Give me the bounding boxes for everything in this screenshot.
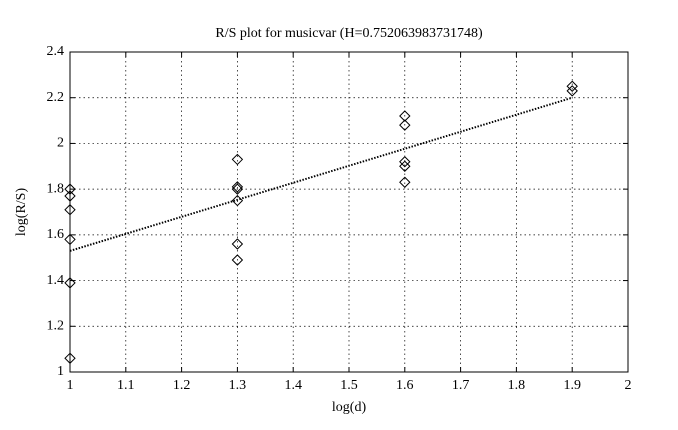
point [231,153,244,166]
x-tick-label: 1 [67,378,74,393]
point [399,156,411,168]
x-tick-label: 1.7 [452,378,470,393]
point [64,233,76,246]
x-tick-label: 1.4 [284,378,302,393]
fit-line [69,96,573,252]
x-tick-label: 1.3 [229,378,247,393]
y-tick-label: 1.8 [47,181,65,196]
x-tick-label: 1.5 [340,378,358,393]
point [64,277,76,289]
point [64,352,76,364]
x-tick-label: 1.9 [563,378,581,393]
y-tick-label: 2.2 [47,90,65,105]
point [64,190,76,202]
point [399,110,411,122]
point [64,204,76,216]
point [399,119,411,131]
x-tick-label: 1.2 [173,378,191,393]
chart-title: R/S plot for musicvar (H=0.7520639837317… [215,26,483,41]
point [231,183,244,195]
x-tick-label: 2 [625,378,632,393]
plot-frame [69,51,629,373]
point [566,85,578,97]
y-tick-label: 2.4 [47,44,65,59]
x-tick-label: 1.1 [117,378,135,393]
point [231,238,244,250]
x-axis-label: log(d) [332,400,367,415]
y-tick-label: 1.4 [47,273,65,288]
x-tick-label: 1.8 [508,378,526,393]
point [566,80,578,92]
x-tick-label: 1.6 [396,378,414,393]
point [399,160,411,172]
point [231,254,244,266]
y-tick-label: 1.6 [47,227,65,242]
point [231,181,244,193]
point [399,176,411,188]
y-tick-label: 1 [57,364,64,379]
y-tick-label: 2 [57,136,64,151]
point [64,183,76,195]
y-axis-label: log(R/S) [14,188,29,237]
y-tick-label: 1.2 [47,319,65,334]
